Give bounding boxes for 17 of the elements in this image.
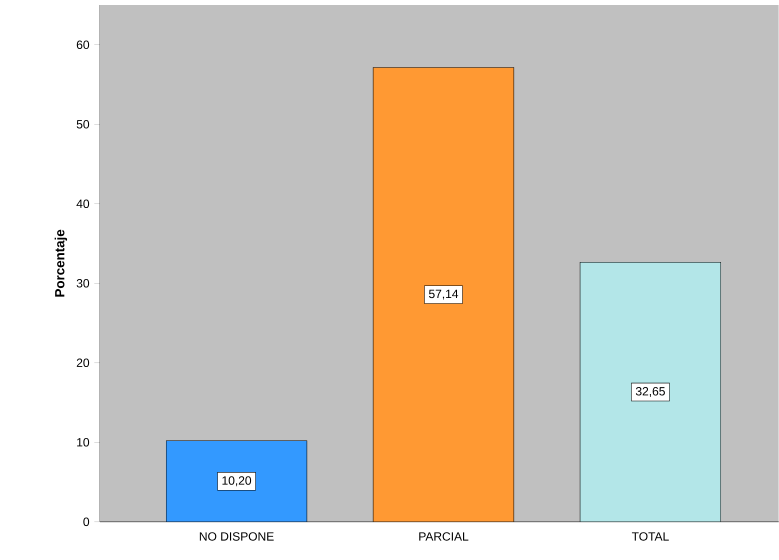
data-label: 32,65: [636, 387, 665, 398]
y-tick-label: 60: [76, 40, 90, 50]
bar: [166, 440, 308, 522]
y-tick-label: 50: [76, 120, 90, 129]
bar: [372, 67, 514, 522]
y-axis-title: Porcentaje: [54, 230, 68, 297]
bar: [580, 262, 722, 522]
y-tick-label: 20: [76, 358, 90, 368]
y-tick-label: 40: [76, 200, 90, 208]
data-label: 57,14: [428, 290, 458, 300]
x-tick-label: PARCIAL: [419, 532, 468, 541]
y-tick-label: 10: [77, 438, 90, 447]
x-tick-label: NO DISPONE: [200, 532, 274, 541]
x-tick-label: TOTAL: [632, 532, 669, 541]
y-tick-label: 30: [76, 279, 90, 288]
y-tick-label: 0: [83, 518, 90, 526]
data-label: 10,20: [222, 476, 252, 486]
